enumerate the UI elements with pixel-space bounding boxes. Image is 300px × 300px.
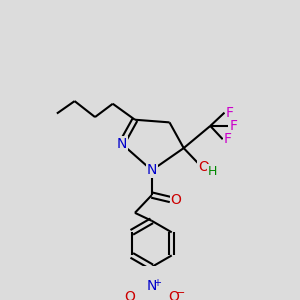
Text: F: F [226,106,234,120]
Text: O: O [170,193,181,206]
Text: F: F [230,119,237,133]
Text: O: O [198,160,208,174]
Text: H: H [207,165,217,178]
Text: F: F [224,132,232,146]
Text: O: O [169,290,179,300]
Text: N: N [147,279,157,293]
Text: +: + [153,278,161,288]
Text: O: O [124,290,135,300]
Text: −: − [176,288,185,298]
Text: N: N [116,137,127,151]
Text: N: N [147,163,157,177]
